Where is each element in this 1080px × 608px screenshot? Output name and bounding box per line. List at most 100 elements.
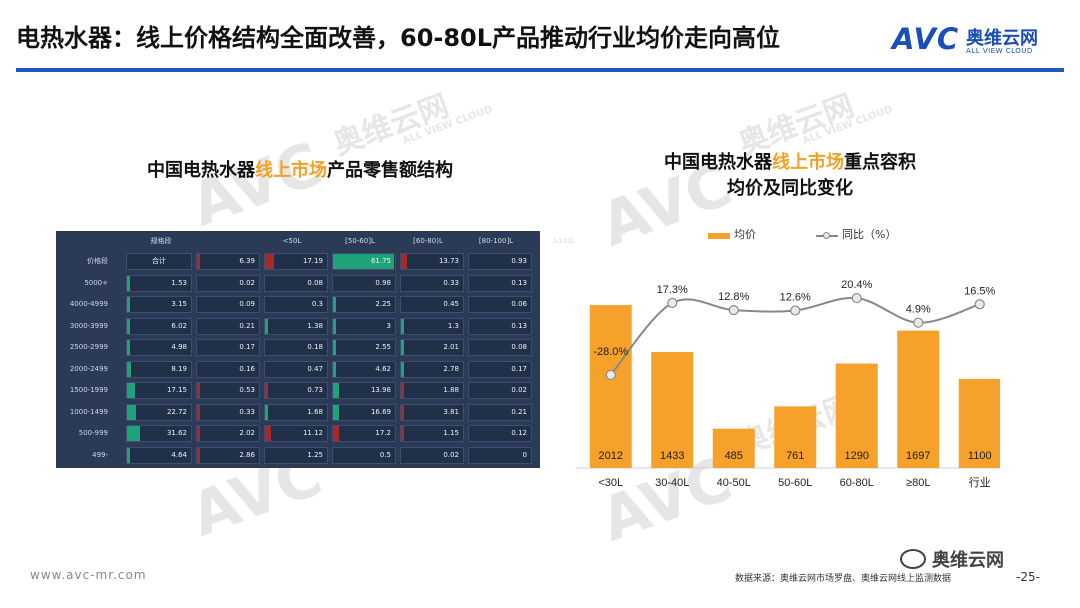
total-cell: 6.02: [126, 317, 192, 335]
value-cell: 0.18: [264, 339, 328, 356]
total-cell: 3.15: [126, 296, 192, 313]
table-row: 5000+ 1.53 0.02 0.08 0.98 0.33 0.13: [56, 273, 540, 294]
value-cell: 0.13: [468, 274, 532, 292]
table-row: 2000-2499 8.19 0.16 0.47 4.62 2.78 0.17: [56, 359, 540, 380]
total-cell: 4.64: [126, 446, 192, 464]
value-cell: 0.08: [264, 274, 328, 292]
cell-value: 0.21: [239, 321, 255, 330]
value-cell: 17.2: [332, 425, 396, 442]
value-cell: 0.5: [332, 446, 396, 464]
cell-value: 0.93: [511, 257, 527, 265]
cell-bar: [127, 318, 131, 334]
left-chart-title: 中国电热水器线上市场产品零售额结构: [0, 156, 600, 182]
table-row: 价格段 合计 6.39 17.19 61.75 13.73 0.93: [56, 251, 540, 272]
cell-value: 0.17: [511, 364, 527, 373]
cell-bar: [197, 447, 200, 463]
cell-value: 1.15: [443, 429, 459, 437]
yoy-value-label: 16.5%: [964, 285, 995, 297]
value-cell: 0.06: [468, 296, 532, 313]
cell-value: 4.62: [375, 364, 391, 373]
bar-value-label: 2012: [599, 450, 623, 462]
cell-bar: [401, 340, 404, 355]
footer-url[interactable]: www.avc-mr.com: [30, 568, 147, 582]
row-label: 1000-1499: [69, 407, 108, 416]
cell-value: 0.16: [239, 364, 255, 373]
cell-bar: [197, 404, 200, 420]
cell-value: 6.02: [171, 321, 187, 330]
cell-value: 1.3: [447, 321, 459, 330]
cell-value: 1.88: [443, 386, 459, 394]
table-corner-label: 规格段: [150, 237, 172, 245]
cell-value: 4.98: [171, 343, 187, 351]
yoy-point: [605, 369, 616, 381]
cell-value: 0.18: [307, 343, 323, 351]
watermark: ALL VIEW CLOUD: [400, 104, 495, 147]
cell-value: 0.08: [307, 278, 323, 287]
legend-line-marker: [823, 232, 830, 239]
yoy-point: [790, 305, 801, 316]
right-title-post: 重点容积: [844, 152, 916, 173]
cell-value: 0.02: [511, 386, 527, 394]
cell-bar: [197, 383, 200, 398]
value-cell: 0.12: [468, 425, 532, 442]
wechat-icon: [900, 549, 926, 569]
cell-bar: [197, 426, 200, 441]
right-chart-title: 中国电热水器线上市场重点容积 均价及同比变化: [590, 150, 990, 202]
bar: [958, 378, 1000, 468]
yoy-value-label: 12.8%: [718, 291, 749, 303]
row-label: 499-: [92, 450, 108, 459]
value-cell: 1.25: [264, 446, 328, 464]
bar-value-label: 485: [725, 450, 743, 462]
cell-bar: [333, 340, 336, 355]
cell-value: 22.72: [166, 407, 187, 416]
value-cell: 2.01: [400, 339, 464, 356]
value-cell: 0.13: [468, 317, 532, 335]
cell-value: 17.19: [302, 257, 323, 265]
bar: [774, 406, 817, 468]
bar: [712, 428, 755, 468]
cell-value: 0.02: [443, 450, 459, 459]
cell-value: 0.33: [443, 278, 459, 287]
value-cell: 2.78: [400, 360, 464, 378]
yoy-value-label: -28.0%: [593, 346, 628, 358]
cell-value: 1.25: [307, 450, 323, 459]
yoy-point: [913, 317, 924, 328]
total-cell: 8.19: [126, 360, 192, 378]
cell-bar: [127, 361, 132, 377]
avc-logo: AVC 奥维云网 ALL VIEW CLOUD: [892, 22, 1062, 62]
yoy-point: [667, 297, 678, 309]
table-column-header: [60-80)L: [413, 237, 443, 245]
cell-value: 2.78: [443, 364, 459, 373]
cell-bar: [265, 404, 268, 420]
value-cell: 0.02: [400, 446, 464, 464]
cell-bar: [401, 361, 404, 377]
value-cell: 0.21: [196, 317, 260, 335]
cell-value: 3.81: [443, 407, 459, 416]
watermark: AVC: [182, 129, 331, 241]
cell-bar: [197, 254, 200, 269]
cell-value: 0.12: [511, 429, 527, 437]
right-title-highlight: 线上市场: [772, 152, 844, 173]
total-cell: 17.15: [126, 382, 192, 399]
value-cell: 1.15: [400, 425, 464, 442]
bar-value-label: 761: [786, 450, 804, 462]
row-label: 3000-3999: [69, 321, 108, 330]
yoy-value-label: 12.6%: [780, 291, 811, 303]
value-cell: 2.55: [332, 339, 396, 356]
value-cell: 0.33: [400, 274, 464, 292]
cell-value: 0.3: [311, 300, 323, 308]
value-cell: 0.53: [196, 382, 260, 399]
row-label: 价格段: [87, 257, 108, 265]
cell-bar: [265, 254, 274, 269]
cell-value: 合计: [152, 257, 166, 265]
cell-bar: [265, 383, 268, 398]
value-cell: 61.75: [332, 253, 396, 270]
left-title-pre: 中国电热水器: [147, 160, 255, 181]
value-cell: 0.45: [400, 296, 464, 313]
cell-value: 8.19: [171, 364, 187, 373]
bar: [835, 363, 878, 468]
table-column-header: [50-60]L: [345, 237, 375, 245]
value-cell: 11.12: [264, 425, 328, 442]
cell-value: 2.01: [443, 343, 459, 351]
right-title-line2: 均价及同比变化: [727, 178, 853, 199]
